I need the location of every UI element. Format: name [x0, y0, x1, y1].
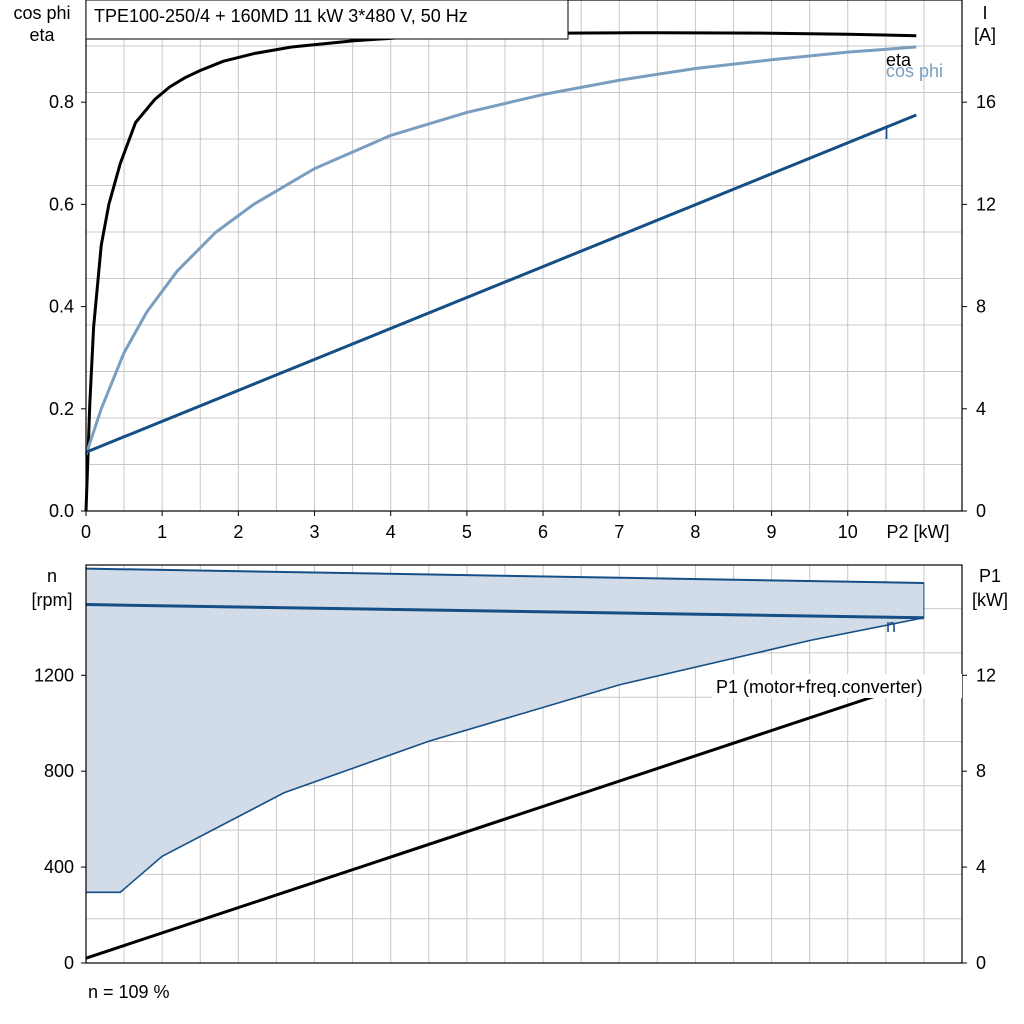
- operating-range-area: [86, 568, 924, 893]
- bottom-series: [85, 567, 925, 960]
- x-tick-label: 0: [81, 522, 91, 542]
- top-right-tick-label: 16: [976, 92, 996, 112]
- bottom-right-tick-label: 12: [976, 665, 996, 685]
- series-line-cos-phi: [84, 45, 917, 456]
- operating-range-upper-edge: [85, 567, 924, 584]
- series-label-p1: P1 (motor+freq.converter): [716, 677, 923, 697]
- top-left-tick-label: 0.8: [49, 92, 74, 112]
- x-tick-label: 5: [462, 522, 472, 542]
- top-series: [84, 31, 917, 512]
- left-axis-label-line1: cos phi: [13, 3, 70, 23]
- x-tick-label: 10: [838, 522, 858, 542]
- left-axis-label-line2: eta: [29, 25, 55, 45]
- x-tick-label: 2: [233, 522, 243, 542]
- bottom-right-axis-label-line1: P1: [979, 566, 1001, 586]
- top-plot-frame: [85, 0, 963, 512]
- x-tick-label: 9: [767, 522, 777, 542]
- bottom-left-tick-label: 800: [44, 761, 74, 781]
- x-tick-label: 7: [614, 522, 624, 542]
- speed-footnote: n = 109 %: [88, 982, 170, 1002]
- x-tick-label: 1: [157, 522, 167, 542]
- series-line-n: [85, 603, 924, 620]
- bottom-plot-frame: [85, 564, 963, 964]
- bottom-right-tick-label: 4: [976, 857, 986, 877]
- bottom-left-tick-label: 400: [44, 857, 74, 877]
- bottom-left-tick-label: 0: [64, 953, 74, 973]
- bottom-left-axis-label-line2: [rpm]: [31, 590, 72, 610]
- series-line-eta: [84, 31, 917, 512]
- bottom-panel: 0 400 800 1200 0 4 8 12 n [rpm] P1 [kW] n P1 (m…: [31, 564, 1008, 973]
- top-right-tick-label: 8: [976, 297, 986, 317]
- top-left-tick-label: 0.6: [49, 194, 74, 214]
- top-left-tick-label: 0.2: [49, 399, 74, 419]
- x-axis-label: P2 [kW]: [886, 522, 949, 542]
- right-axis-label-line1: I: [982, 3, 987, 23]
- series-label-cos-phi: cos phi: [886, 61, 943, 81]
- chart-title: TPE100-250/4 + 160MD 11 kW 3*480 V, 50 H…: [94, 6, 468, 26]
- top-right-tick-label: 12: [976, 194, 996, 214]
- bottom-tick-labels: 0 400 800 1200 0 4 8 12: [34, 665, 996, 973]
- series-label-eta: eta: [886, 50, 912, 70]
- series-line-p1-motor-freq-converter: [85, 681, 917, 960]
- p1-label-background: [712, 674, 962, 698]
- bottom-right-tick-label: 0: [976, 953, 986, 973]
- right-axis-label-line2: [A]: [974, 25, 996, 45]
- series-label-current: I: [884, 123, 889, 143]
- bottom-left-tick-label: 1200: [34, 665, 74, 685]
- top-left-tick-label: 0.0: [49, 501, 74, 521]
- operating-range-lower-edge: [86, 616, 925, 894]
- x-tick-label: 6: [538, 522, 548, 542]
- top-grid: [86, 0, 962, 511]
- series-line-i: [85, 113, 917, 454]
- chart-title-box: [85, 0, 569, 40]
- bottom-left-axis-label-line1: n: [47, 566, 57, 586]
- bottom-right-tick-label: 8: [976, 761, 986, 781]
- top-right-tick-label: 0: [976, 501, 986, 521]
- x-tick-label: 3: [310, 522, 320, 542]
- top-left-tick-label: 0.4: [49, 297, 74, 317]
- x-tick-label: 4: [386, 522, 396, 542]
- bottom-right-axis-label-line2: [kW]: [972, 590, 1008, 610]
- top-right-tick-label: 4: [976, 399, 986, 419]
- series-label-speed: n: [886, 616, 896, 636]
- x-tick-label: 8: [690, 522, 700, 542]
